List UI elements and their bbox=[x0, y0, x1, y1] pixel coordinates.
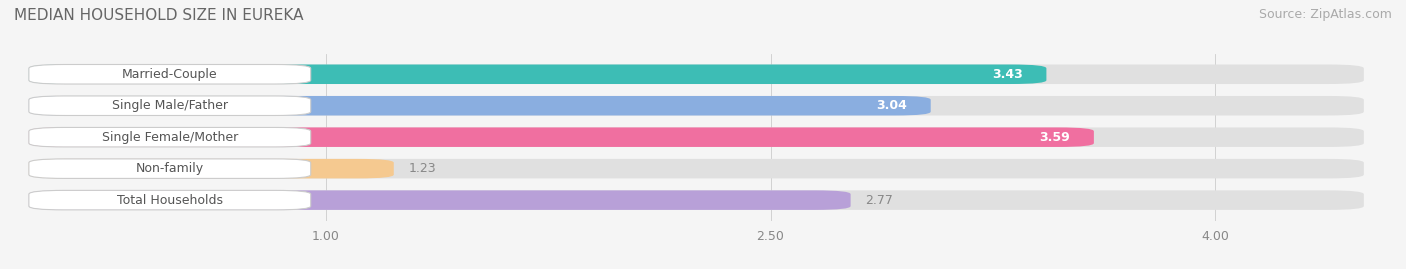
FancyBboxPatch shape bbox=[30, 128, 1364, 147]
FancyBboxPatch shape bbox=[30, 96, 1364, 115]
FancyBboxPatch shape bbox=[30, 159, 1364, 178]
FancyBboxPatch shape bbox=[30, 190, 1364, 210]
FancyBboxPatch shape bbox=[30, 96, 931, 115]
Text: MEDIAN HOUSEHOLD SIZE IN EUREKA: MEDIAN HOUSEHOLD SIZE IN EUREKA bbox=[14, 8, 304, 23]
Text: 3.04: 3.04 bbox=[876, 99, 907, 112]
Text: Source: ZipAtlas.com: Source: ZipAtlas.com bbox=[1258, 8, 1392, 21]
Text: Single Female/Mother: Single Female/Mother bbox=[101, 131, 238, 144]
Text: 3.43: 3.43 bbox=[991, 68, 1022, 81]
FancyBboxPatch shape bbox=[30, 65, 1046, 84]
Text: Total Households: Total Households bbox=[117, 194, 222, 207]
FancyBboxPatch shape bbox=[30, 128, 1094, 147]
Text: Married-Couple: Married-Couple bbox=[122, 68, 218, 81]
FancyBboxPatch shape bbox=[30, 65, 311, 84]
Text: Non-family: Non-family bbox=[136, 162, 204, 175]
FancyBboxPatch shape bbox=[30, 159, 394, 178]
Text: 3.59: 3.59 bbox=[1039, 131, 1070, 144]
FancyBboxPatch shape bbox=[30, 190, 311, 210]
FancyBboxPatch shape bbox=[30, 128, 311, 147]
FancyBboxPatch shape bbox=[30, 65, 1364, 84]
Text: 2.77: 2.77 bbox=[866, 194, 893, 207]
FancyBboxPatch shape bbox=[30, 190, 851, 210]
Text: Single Male/Father: Single Male/Father bbox=[112, 99, 228, 112]
FancyBboxPatch shape bbox=[30, 96, 311, 115]
FancyBboxPatch shape bbox=[30, 159, 311, 178]
Text: 1.23: 1.23 bbox=[409, 162, 436, 175]
